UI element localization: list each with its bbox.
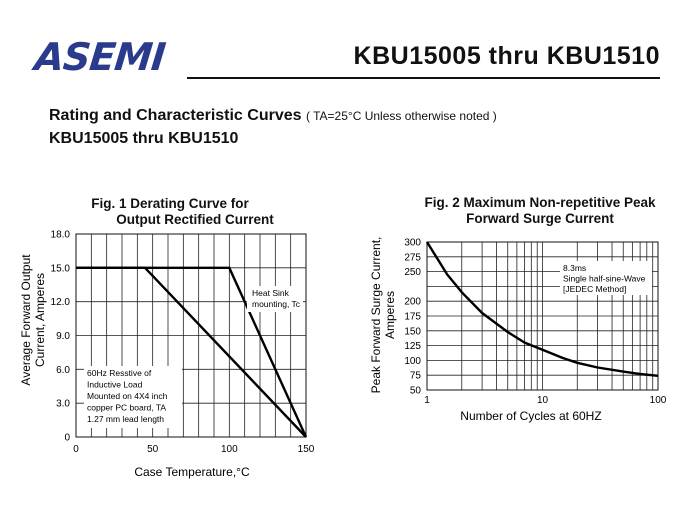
fig1-annotation-heatsink: Heat Sink bbox=[252, 288, 290, 298]
fig2-x-tick-label: 1 bbox=[424, 395, 430, 406]
fig2-y-tick-label: 250 bbox=[404, 267, 421, 278]
fig2-annotation-bg bbox=[560, 261, 652, 295]
fig1-plot-frame bbox=[75, 233, 307, 438]
fig2-x-tick-label: 100 bbox=[650, 395, 667, 406]
fig1-y-tick-label: 12.0 bbox=[51, 297, 71, 308]
fig1-annotation-pcboard: copper PC board, TA bbox=[87, 403, 166, 413]
fig2-y-tick-label: 125 bbox=[404, 341, 421, 352]
fig2-plot-frame bbox=[426, 241, 659, 391]
fig2-x-axis-label: Number of Cycles at 60HZ bbox=[460, 409, 601, 423]
fig1-x-tick-label: 50 bbox=[147, 444, 159, 455]
fig2-y-tick-label: 175 bbox=[404, 312, 421, 323]
fig1-x-tick-label: 100 bbox=[221, 444, 238, 455]
fig1-annotation-bg-heatsink bbox=[247, 286, 303, 312]
fig2-annotation-method: [JEDEC Method] bbox=[563, 284, 626, 294]
fig1-y-axis-label-line2: Current, Amperes bbox=[33, 273, 47, 367]
fig1-y-tick-label: 18.0 bbox=[51, 230, 71, 241]
fig1-x-axis-label: Case Temperature,°C bbox=[134, 465, 250, 479]
fig1-x-tick-label: 150 bbox=[298, 444, 315, 455]
fig1-annotation-heatsink: mounting, Tc bbox=[252, 299, 301, 309]
fig1-y-tick-label: 9.0 bbox=[56, 331, 70, 342]
section-title: Rating and Characteristic Curves ( TA=25… bbox=[49, 107, 497, 125]
fig2-annotation-method: 8.3ms bbox=[563, 263, 586, 273]
fig2-annotation-method: Single half-sine-Wave bbox=[563, 274, 646, 284]
fig1-y-tick-label: 15.0 bbox=[51, 263, 71, 274]
fig1-y-tick-label: 0 bbox=[64, 433, 70, 444]
fig2-y-axis-label-line2: Amperes bbox=[383, 291, 397, 339]
fig1-annotation-pcboard: Mounted on 4X4 inch bbox=[87, 391, 168, 401]
section-subtitle: KBU15005 thru KBU1510 bbox=[49, 130, 239, 147]
document-title: KBU15005 thru KBU1510 bbox=[353, 42, 660, 70]
fig2-y-tick-label: 200 bbox=[404, 297, 421, 308]
fig2-series-curve-1 bbox=[425, 241, 659, 377]
fig1-annotation-pcboard: Inductive Load bbox=[87, 380, 143, 390]
fig1-annotation-pcboard: 60Hz Resstive of bbox=[87, 368, 152, 378]
fig1-x-tick-label: 0 bbox=[73, 444, 79, 455]
fig1-annotation-bg-pcboard bbox=[84, 366, 182, 428]
fig2-y-tick-label: 75 bbox=[410, 371, 422, 382]
fig2-y-tick-label: 275 bbox=[404, 252, 421, 263]
fig1-title-line1: Fig. 1 Derating Curve for bbox=[91, 196, 249, 211]
fig1-y-axis-label-line1: Average Forward Output bbox=[19, 254, 33, 386]
fig2-title-line2: Forward Surge Current bbox=[466, 211, 614, 226]
fig1-title-line2: Output Rectified Current bbox=[116, 212, 274, 227]
fig1-series-line-2 bbox=[76, 266, 307, 438]
fig2-x-tick-label: 10 bbox=[537, 395, 549, 406]
fig2-title: Fig. 2 Maximum Non-repetitive Peak Forwa… bbox=[395, 195, 685, 227]
fig2-y-tick-label: 150 bbox=[404, 326, 421, 337]
fig2-y-tick-label: 100 bbox=[404, 356, 421, 367]
header-divider bbox=[187, 77, 660, 79]
fig1-title: Fig. 1 Derating Curve for Output Rectifi… bbox=[40, 196, 300, 228]
fig1-y-tick-label: 6.0 bbox=[56, 365, 70, 376]
fig2-y-tick-label: 50 bbox=[410, 386, 422, 397]
section-condition: ( TA=25°C Unless otherwise noted ) bbox=[305, 109, 497, 123]
fig2-title-line1: Fig. 2 Maximum Non-repetitive Peak bbox=[424, 195, 656, 210]
fig2-y-tick-label: 300 bbox=[404, 238, 421, 249]
fig1-annotation-pcboard: 1.27 mm lead length bbox=[87, 414, 164, 424]
section-title-text: Rating and Characteristic Curves bbox=[49, 107, 302, 124]
fig1-y-tick-label: 3.0 bbox=[56, 399, 70, 410]
fig2-y-axis-label-line1: Peak Forward Surge Current, bbox=[369, 237, 383, 394]
